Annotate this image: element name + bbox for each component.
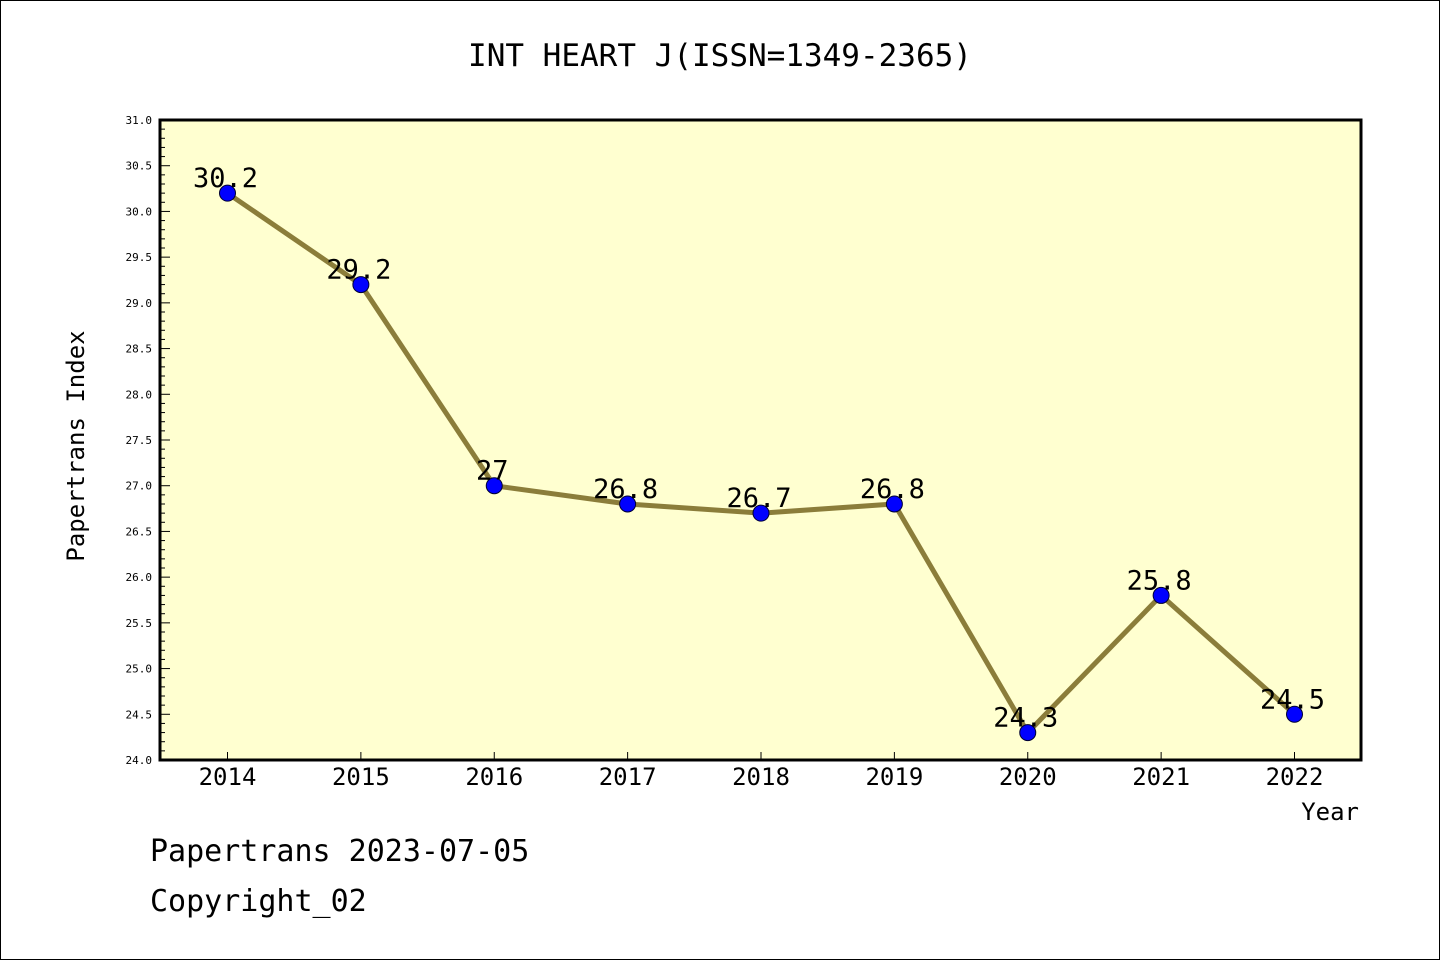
y-tick-label: 30.0 <box>126 205 153 218</box>
x-tick-label: 2018 <box>732 763 790 791</box>
y-tick-label: 26.0 <box>126 571 153 584</box>
series-markers <box>219 184 1303 742</box>
footer-date: Papertrans 2023-07-05 <box>150 834 530 869</box>
y-tick-label: 30.5 <box>126 160 153 173</box>
data-label: 26.7 <box>726 483 791 514</box>
x-tick-label: 2015 <box>332 763 390 791</box>
data-label: 29.2 <box>326 255 391 286</box>
x-axis-label: Year <box>1301 798 1359 826</box>
y-axis-ticks: 24.0 24.5 25.0 25.5 26.0 26.5 27.0 27.5 28.0 28.5… <box>126 114 170 767</box>
y-tick-label: 25.0 <box>126 663 153 676</box>
footer-copyright: Copyright_02 <box>150 884 367 919</box>
data-point <box>352 276 370 294</box>
chart-title: INT HEART J(ISSN=1349-2365) <box>468 38 972 74</box>
x-tick-label: 2014 <box>199 763 257 791</box>
y-tick-label: 24.5 <box>126 708 153 721</box>
data-label: 26.8 <box>593 474 658 505</box>
plot-area <box>158 118 1363 762</box>
y-axis-minor-ticks <box>160 128 165 752</box>
data-point <box>485 477 503 495</box>
x-tick-label: 2017 <box>599 763 657 791</box>
y-tick-label: 24.0 <box>126 754 153 767</box>
x-tick-label: 2022 <box>1266 763 1324 791</box>
data-label: 24.3 <box>993 703 1058 734</box>
data-label: 30.2 <box>193 163 258 194</box>
y-tick-label: 31.0 <box>126 114 153 127</box>
data-point <box>1019 724 1037 742</box>
y-tick-label: 27.5 <box>126 434 153 447</box>
y-axis-label: Papertrans Index <box>62 330 90 561</box>
data-label: 27 <box>476 456 509 487</box>
x-tick-label: 2019 <box>865 763 923 791</box>
data-point <box>1152 586 1170 604</box>
data-point <box>219 184 236 202</box>
x-tick-label: 2021 <box>1132 763 1190 791</box>
y-tick-label: 27.0 <box>126 480 153 493</box>
data-point <box>1286 705 1303 723</box>
data-point <box>619 495 637 513</box>
data-label: 25.8 <box>1127 565 1192 596</box>
y-tick-label: 29.0 <box>126 297 153 310</box>
data-point <box>752 504 770 522</box>
data-label: 26.8 <box>860 474 925 505</box>
y-tick-label: 29.5 <box>126 251 153 264</box>
x-axis-ticks: 2014 2015 2016 2017 2018 2019 2020 2021 2022 <box>199 752 1324 791</box>
y-tick-label: 26.5 <box>126 525 153 538</box>
data-labels: 30.2 29.2 27 26.8 26.7 26.8 24.3 25.8 24.5 <box>193 163 1325 733</box>
x-tick-label: 2020 <box>999 763 1057 791</box>
y-tick-label: 28.5 <box>126 343 153 356</box>
x-tick-label: 2016 <box>465 763 523 791</box>
y-tick-label: 25.5 <box>126 617 153 630</box>
data-point <box>885 495 903 513</box>
y-tick-label: 28.0 <box>126 388 153 401</box>
data-label: 24.5 <box>1260 684 1325 715</box>
